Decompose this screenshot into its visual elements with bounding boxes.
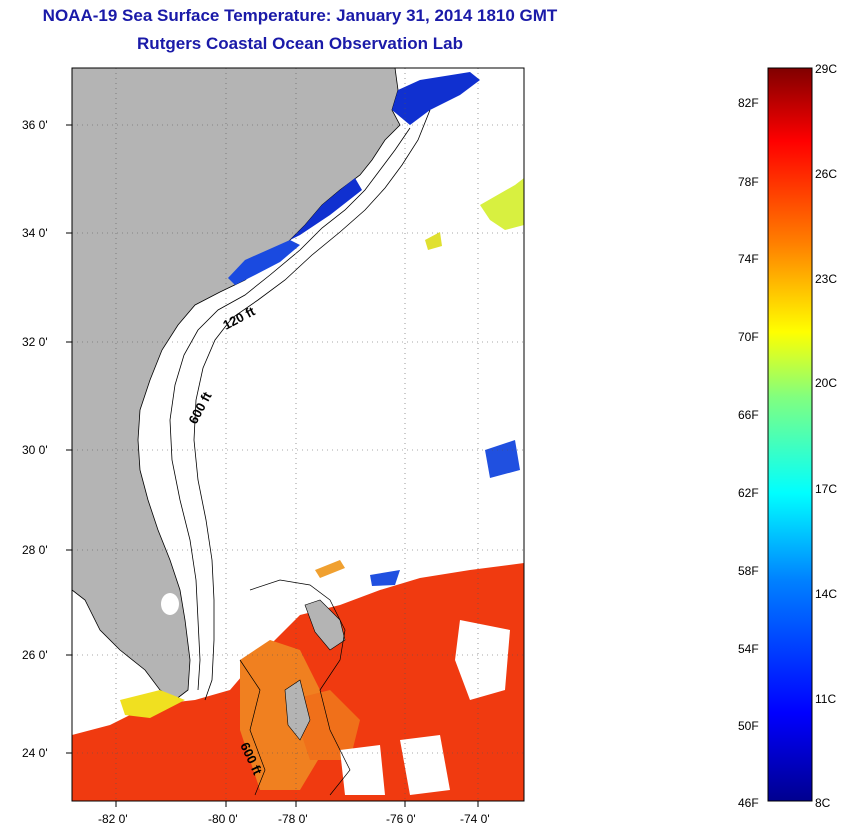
colorbar-c-label: 17C (815, 482, 838, 496)
lat-label: 36 0' (22, 118, 48, 132)
lon-label: -80 0' (208, 812, 238, 826)
colorbar-f-label: 66F (738, 408, 759, 422)
grid-lines (72, 68, 524, 801)
colorbar-c-label: 20C (815, 376, 838, 390)
colorbar-c-label: 29C (815, 62, 838, 76)
lat-label: 28 0' (22, 543, 48, 557)
colorbar-f-label: 78F (738, 175, 759, 189)
colorbar-f-label: 54F (738, 642, 759, 656)
map-border (71, 67, 525, 802)
cold-sst-band-south (228, 240, 300, 285)
cloud-gap-2 (400, 735, 450, 795)
lat-label: 30 0' (22, 443, 48, 457)
lon-label: -78 0' (278, 812, 308, 826)
colorbar-f-label: 74F (738, 252, 759, 266)
colorbar-c-label: 8C (815, 796, 831, 810)
colorbar-f-label: 82F (738, 96, 759, 110)
colorbar-f-label: 70F (738, 330, 759, 344)
cold-sst-band-north (392, 72, 480, 125)
cloud-gap-4 (200, 600, 240, 650)
map-subtitle: Rutgers Coastal Ocean Observation Lab (137, 34, 463, 53)
colorbar-f-label: 62F (738, 486, 759, 500)
lon-label: -82 0' (98, 812, 128, 826)
tick-marks (66, 124, 479, 807)
lat-label: 34 0' (22, 226, 48, 240)
yellow-sst-patch-ne (480, 178, 524, 230)
blue-sst-patch-east-2 (370, 570, 400, 586)
andros-land (284, 679, 311, 741)
cloud-gap-3 (340, 745, 385, 795)
cold-sst-band-mid (290, 178, 362, 240)
contour-bahamas (239, 579, 351, 796)
lat-label: 24 0' (22, 746, 48, 760)
lon-label: -76 0' (386, 812, 416, 826)
colorbar-f-label: 46F (738, 796, 759, 810)
lake-okeechobee (161, 593, 179, 615)
contour-120ft (169, 127, 411, 691)
bahamas-land (304, 599, 346, 651)
yellow-sst-patch-mid (425, 232, 442, 250)
orange-sst-patch-2 (290, 690, 360, 760)
lon-label: -74 0' (460, 812, 490, 826)
colorbar-c-label: 14C (815, 587, 838, 601)
colorbar-f-label: 58F (738, 564, 759, 578)
colorbar-c-label: 23C (815, 272, 838, 286)
colorbar-c-label: 26C (815, 167, 838, 181)
cloud-gap-1 (455, 620, 510, 700)
colorbar-f-label: 50F (738, 719, 759, 733)
blue-sst-patch-east (485, 440, 520, 478)
temperature-colorbar (767, 67, 813, 802)
map-title: NOAA-19 Sea Surface Temperature: January… (42, 6, 558, 25)
colorbar-c-label: 11C (815, 692, 837, 706)
orange-sst-patch-fl (315, 560, 345, 578)
contour-600ft (193, 109, 431, 701)
lat-label: 32 0' (22, 335, 48, 349)
keys-warm-patch (120, 690, 185, 718)
lat-label: 26 0' (22, 648, 48, 662)
